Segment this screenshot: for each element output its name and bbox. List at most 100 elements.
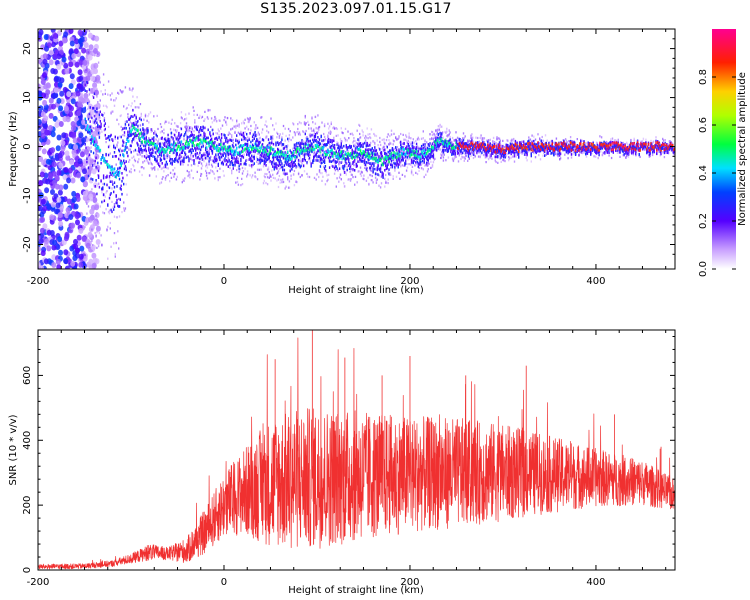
ridge-core-cell xyxy=(164,150,167,154)
ridge-body-cell xyxy=(224,136,226,139)
halo-cell xyxy=(342,132,344,135)
ridge-body-cell xyxy=(298,154,301,157)
halo-cell xyxy=(227,133,229,136)
halo-cell xyxy=(464,152,466,155)
ridge-core-cell xyxy=(384,157,386,161)
ridge-body-cell xyxy=(308,150,311,154)
halo-cell xyxy=(409,141,411,144)
noise-cell xyxy=(52,92,58,98)
ridge-body-cell xyxy=(128,130,131,133)
ridge-body-cell xyxy=(331,154,333,158)
halo-cell xyxy=(322,142,324,145)
ridge-body-cell xyxy=(380,152,383,156)
halo-cell xyxy=(373,140,375,143)
halo-cell xyxy=(392,143,394,146)
halo-cell xyxy=(172,169,174,172)
halo-cell xyxy=(104,195,106,198)
halo-cell xyxy=(123,134,126,137)
halo-cell xyxy=(268,161,270,164)
halo-cell xyxy=(118,215,121,218)
ridge-core-cell xyxy=(229,148,231,151)
ridge-body-cell xyxy=(457,151,460,155)
ridge-body-cell xyxy=(431,155,434,158)
halo-cell xyxy=(445,131,447,134)
ridge-core-cell xyxy=(339,151,342,155)
halo-cell xyxy=(164,154,166,158)
halo-cell xyxy=(195,125,198,128)
halo-cell xyxy=(348,137,350,140)
ridge-body-cell xyxy=(243,162,245,166)
ridge-body-cell xyxy=(223,133,225,137)
ridge-body-cell xyxy=(359,142,362,145)
ridge-body-cell xyxy=(144,147,147,151)
halo-cell xyxy=(154,166,156,169)
halo-cell xyxy=(278,174,281,178)
ridge-body-cell xyxy=(349,146,352,149)
halo-cell xyxy=(90,146,92,149)
halo-cell xyxy=(152,146,154,149)
halo-cell xyxy=(330,139,332,142)
halo-cell xyxy=(187,130,189,133)
halo-cell xyxy=(262,165,265,168)
ridge-core-cell xyxy=(154,143,157,147)
noise-cell xyxy=(88,258,94,265)
ridge-body-cell xyxy=(129,134,132,137)
halo-cell xyxy=(229,166,231,170)
halo-cell xyxy=(341,161,343,164)
ridge-body-cell xyxy=(267,155,270,159)
halo-cell xyxy=(308,123,310,126)
noise-cell xyxy=(70,222,76,229)
halo-cell xyxy=(355,146,358,149)
ridge-body-cell xyxy=(202,153,204,157)
halo-cell xyxy=(266,129,268,132)
ridge-core-cell xyxy=(101,156,103,160)
halo-cell xyxy=(477,148,479,151)
ridge-body-cell xyxy=(455,138,457,142)
ridge-body-cell xyxy=(269,147,271,150)
ridge-core-cell xyxy=(154,143,156,147)
ridge-body-cell xyxy=(346,157,348,161)
ridge-body-cell xyxy=(234,160,236,163)
ridge-core-cell xyxy=(288,154,291,158)
ridge-body-cell xyxy=(110,133,112,137)
halo-cell xyxy=(260,155,262,158)
ridge-core-cell xyxy=(315,146,317,149)
halo-cell xyxy=(261,116,263,119)
ridge-body-cell xyxy=(223,147,225,151)
ridge-body-cell xyxy=(213,160,215,164)
halo-cell xyxy=(155,138,157,141)
ridge-body-cell xyxy=(124,123,127,126)
ridge-body-cell xyxy=(312,138,314,142)
ridge-core-cell xyxy=(323,151,326,154)
halo-cell xyxy=(460,157,462,161)
ridge-core-cell xyxy=(453,146,456,150)
ridge-body-cell xyxy=(131,139,133,143)
ridge-body-cell xyxy=(206,151,209,154)
ridge-core-cell xyxy=(350,154,353,158)
ridge-body-cell xyxy=(436,142,439,146)
halo-cell xyxy=(147,127,149,130)
ridge-body-cell xyxy=(377,173,379,176)
ridge-body-cell xyxy=(147,155,149,159)
ridge-body-cell xyxy=(88,130,91,134)
ridge-core-cell xyxy=(331,148,333,152)
ridge-body-cell xyxy=(114,175,116,178)
ridge-body-cell xyxy=(369,162,372,165)
ridge-body-cell xyxy=(339,146,342,149)
ridge-core-cell xyxy=(450,143,452,147)
ridge-body-cell xyxy=(171,163,173,166)
halo-cell xyxy=(85,29,87,31)
noise-cell xyxy=(68,48,74,55)
ridge-body-cell xyxy=(376,166,378,170)
halo-cell xyxy=(343,169,345,172)
halo-cell xyxy=(289,163,291,167)
halo-cell xyxy=(131,89,133,92)
halo-cell xyxy=(289,130,291,133)
ridge-body-cell xyxy=(96,107,98,110)
halo-cell xyxy=(404,175,406,178)
halo-cell xyxy=(157,127,159,131)
ridge-body-cell xyxy=(308,139,310,143)
ridge-body-cell xyxy=(104,133,106,137)
halo-cell xyxy=(445,159,447,162)
ridge-body-cell xyxy=(269,160,271,163)
